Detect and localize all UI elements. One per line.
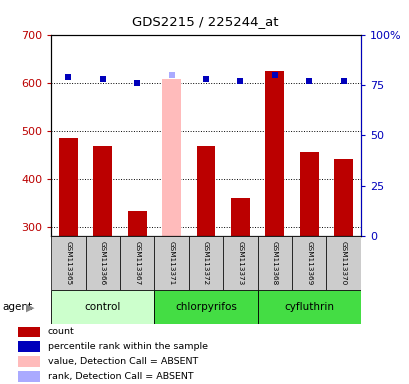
Text: control: control	[84, 302, 121, 312]
Text: agent: agent	[2, 302, 32, 312]
Bar	[189, 236, 222, 290]
Bar	[128, 211, 146, 236]
Text: GDS2215 / 225244_at: GDS2215 / 225244_at	[131, 15, 278, 28]
Text: GSM113373: GSM113373	[237, 241, 243, 285]
Bar	[299, 152, 318, 236]
Text: GSM113367: GSM113367	[134, 241, 140, 285]
Bar	[51, 236, 85, 290]
Text: chlorpyrifos: chlorpyrifos	[175, 302, 236, 312]
Bar	[222, 236, 257, 290]
Text: GSM113372: GSM113372	[202, 241, 209, 285]
Bar	[154, 290, 257, 324]
Text: GSM113365: GSM113365	[65, 241, 71, 285]
Text: GSM113370: GSM113370	[340, 241, 346, 285]
Bar	[59, 138, 78, 236]
Text: GSM113369: GSM113369	[306, 241, 311, 285]
Text: value, Detection Call = ABSENT: value, Detection Call = ABSENT	[47, 357, 197, 366]
Bar	[120, 236, 154, 290]
Text: GSM113366: GSM113366	[100, 241, 106, 285]
Text: GSM113368: GSM113368	[271, 241, 277, 285]
Text: rank, Detection Call = ABSENT: rank, Detection Call = ABSENT	[47, 372, 193, 381]
Bar	[257, 236, 291, 290]
Bar	[333, 159, 352, 236]
Bar	[196, 146, 215, 236]
Bar	[230, 198, 249, 236]
Bar	[291, 236, 326, 290]
Bar	[257, 290, 360, 324]
Text: percentile rank within the sample: percentile rank within the sample	[47, 342, 207, 351]
Bar	[265, 71, 283, 236]
Bar	[51, 290, 154, 324]
Bar	[18, 341, 40, 352]
Bar	[18, 326, 40, 337]
Bar	[93, 146, 112, 236]
Text: count: count	[47, 328, 74, 336]
Text: GSM113371: GSM113371	[168, 241, 174, 285]
Bar	[326, 236, 360, 290]
Bar	[162, 79, 181, 236]
Text: cyfluthrin: cyfluthrin	[283, 302, 333, 312]
Bar	[154, 236, 189, 290]
Bar	[18, 356, 40, 367]
Bar	[18, 371, 40, 382]
Text: ▶: ▶	[26, 302, 34, 312]
Bar	[85, 236, 120, 290]
